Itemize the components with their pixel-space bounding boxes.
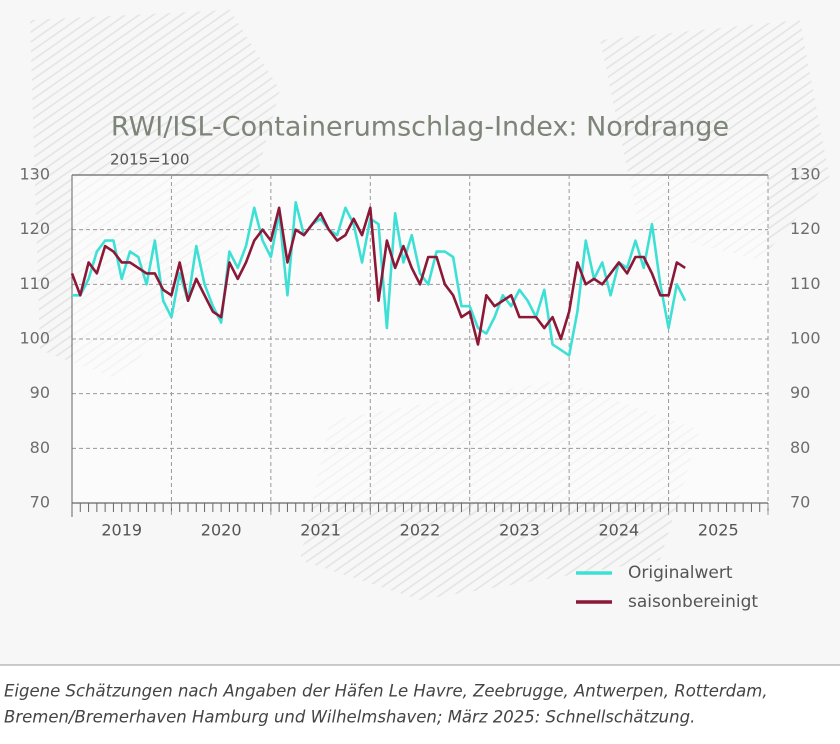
y2-tick-label: 70 <box>790 493 810 512</box>
legend: Originalwert saisonbereinigt <box>576 563 758 612</box>
y2-tick-label: 120 <box>790 219 821 238</box>
y-tick-label: 80 <box>30 438 50 457</box>
y-tick-label: 90 <box>30 383 50 402</box>
x-tick-label: 2021 <box>300 521 341 540</box>
legend-label: saisonbereinigt <box>628 592 758 612</box>
y-tick-label: 130 <box>19 165 50 184</box>
grid: 70 70 80 80 90 90 100 100 110 110 120 120 130 130 2019… <box>19 165 820 540</box>
x-tick-label: 2025 <box>698 521 739 540</box>
y-tick-label: 120 <box>19 219 50 238</box>
chart-subtitle: 2015=100 <box>110 151 189 169</box>
y2-tick-label: 110 <box>790 274 821 293</box>
x-tick-label: 2022 <box>400 521 441 540</box>
lines <box>70 201 687 357</box>
x-tick-label: 2024 <box>598 521 639 540</box>
y2-tick-label: 90 <box>790 383 810 402</box>
y-tick-label: 70 <box>30 493 50 512</box>
series-line <box>70 206 686 346</box>
series-line <box>72 201 687 357</box>
footnote: Bremen/Bremerhaven Hamburg und Wilhelmsh… <box>4 708 695 727</box>
y2-tick-label: 100 <box>790 329 821 348</box>
x-tick-label: 2020 <box>201 521 242 540</box>
footnote: Eigene Schätzungen nach Angaben der Häfe… <box>4 682 768 701</box>
legend-label: Originalwert <box>628 563 733 583</box>
x-tick-label: 2019 <box>101 521 142 540</box>
x-tick-label: 2023 <box>499 521 540 540</box>
y2-tick-label: 80 <box>790 438 810 457</box>
y-tick-label: 100 <box>19 329 50 348</box>
chart-title: RWI/ISL-Containerumschlag-Index: Nordran… <box>111 112 729 143</box>
y-tick-label: 110 <box>19 274 50 293</box>
y2-tick-label: 130 <box>790 165 821 184</box>
